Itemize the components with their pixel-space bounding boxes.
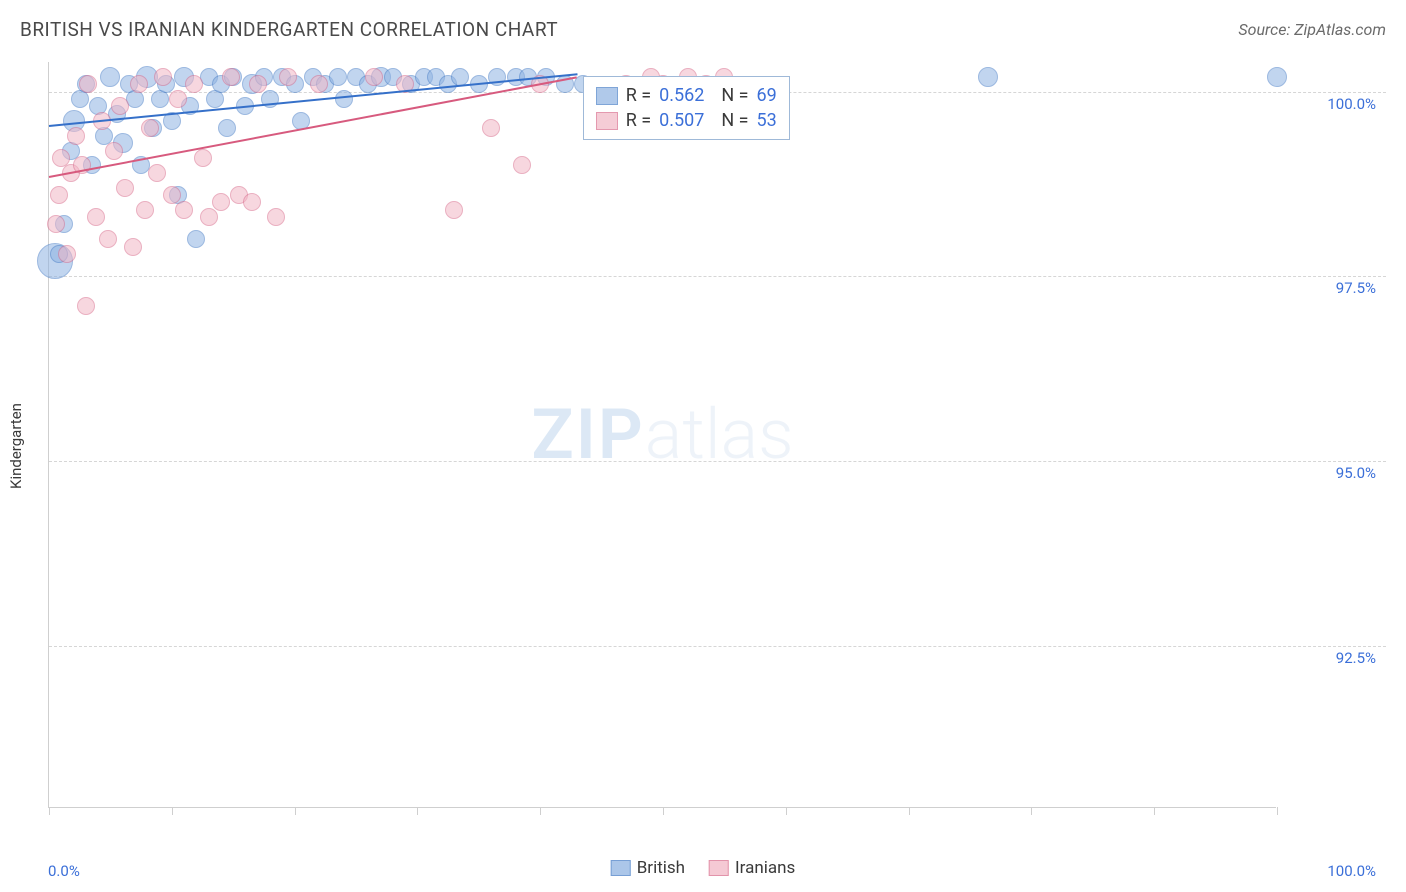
legend-r-label: R = (626, 85, 651, 106)
x-tick (663, 807, 664, 815)
scatter-point (218, 119, 236, 137)
scatter-point (445, 201, 463, 219)
x-tick (295, 807, 296, 815)
scatter-point (187, 230, 205, 248)
scatter-point (329, 68, 347, 86)
scatter-point (482, 119, 500, 137)
bottom-legend-item: British (611, 858, 685, 878)
y-tick-label: 95.0% (1286, 464, 1376, 482)
plot-area: ZIPatlas 92.5%95.0%97.5%100.0%R =0.562 N… (48, 62, 1276, 808)
scatter-point (47, 215, 65, 233)
scatter-point (185, 75, 203, 93)
legend-swatch (596, 87, 618, 105)
scatter-point (513, 156, 531, 174)
x-tick-max: 100.0% (1327, 862, 1376, 880)
scatter-point (148, 164, 166, 182)
scatter-point (1267, 67, 1287, 87)
y-tick-label: 100.0% (1286, 95, 1376, 113)
scatter-point (154, 68, 172, 86)
x-tick (1031, 807, 1032, 815)
scatter-point (222, 68, 240, 86)
scatter-point (111, 97, 129, 115)
legend-n-value: 69 (757, 85, 777, 106)
legend-swatch (596, 112, 618, 130)
y-tick-label: 92.5% (1286, 649, 1376, 667)
bottom-legend-swatch (611, 860, 631, 876)
scatter-point (116, 179, 134, 197)
bottom-legend-swatch (709, 860, 729, 876)
x-tick (1277, 807, 1278, 815)
x-tick (909, 807, 910, 815)
scatter-point (50, 186, 68, 204)
plot-wrapper: Kindergarten ZIPatlas 92.5%95.0%97.5%100… (20, 54, 1386, 838)
y-tick-label: 97.5% (1286, 279, 1376, 297)
source-label: Source: ZipAtlas.com (1238, 20, 1386, 39)
legend-n-label: N = (712, 110, 748, 131)
scatter-point (175, 201, 193, 219)
stats-legend-row: R = 0.507 N = 53 (596, 108, 777, 133)
bottom-legend: British Iranians (611, 858, 796, 878)
scatter-point (100, 67, 120, 87)
scatter-point (194, 149, 212, 167)
scatter-point (249, 75, 267, 93)
x-tick (417, 807, 418, 815)
legend-r-value: 0.562 (659, 85, 704, 106)
x-tick-min: 0.0% (48, 862, 80, 880)
scatter-point (58, 245, 76, 263)
legend-n-value: 53 (757, 110, 777, 131)
legend-r-value: 0.507 (659, 110, 704, 131)
x-tick (1154, 807, 1155, 815)
x-tick (172, 807, 173, 815)
scatter-point (279, 68, 297, 86)
scatter-point (978, 67, 998, 87)
x-tick (786, 807, 787, 815)
x-tick (540, 807, 541, 815)
scatter-point (77, 297, 95, 315)
watermark-zip: ZIP (531, 394, 644, 476)
legend-r-label: R = (626, 110, 651, 131)
gridline-h (49, 276, 1386, 277)
scatter-point (200, 208, 218, 226)
scatter-point (130, 75, 148, 93)
watermark-atlas: atlas (645, 394, 794, 476)
gridline-h (49, 461, 1386, 462)
stats-legend-row: R = 0.562 N = 69 (596, 83, 777, 108)
gridline-h (49, 646, 1386, 647)
scatter-point (99, 230, 117, 248)
x-tick (49, 807, 50, 815)
bottom-legend-label: Iranians (735, 858, 795, 878)
bottom-legend-item: Iranians (709, 858, 795, 878)
scatter-point (310, 75, 328, 93)
scatter-point (365, 68, 383, 86)
scatter-point (243, 193, 261, 211)
scatter-point (79, 75, 97, 93)
legend-n-label: N = (712, 85, 748, 106)
scatter-point (124, 238, 142, 256)
scatter-point (87, 208, 105, 226)
scatter-point (212, 193, 230, 211)
scatter-point (141, 119, 159, 137)
stats-legend: R = 0.562 N = 69 R = 0.507 N = 53 (583, 76, 790, 140)
y-axis-title: Kindergarten (7, 403, 25, 489)
scatter-point (105, 142, 123, 160)
scatter-point (169, 90, 187, 108)
chart-title: BRITISH VS IRANIAN KINDERGARTEN CORRELAT… (20, 18, 558, 41)
scatter-point (136, 201, 154, 219)
bottom-legend-label: British (637, 858, 685, 878)
scatter-point (267, 208, 285, 226)
scatter-point (67, 127, 85, 145)
watermark: ZIPatlas (531, 394, 793, 476)
scatter-point (335, 90, 353, 108)
